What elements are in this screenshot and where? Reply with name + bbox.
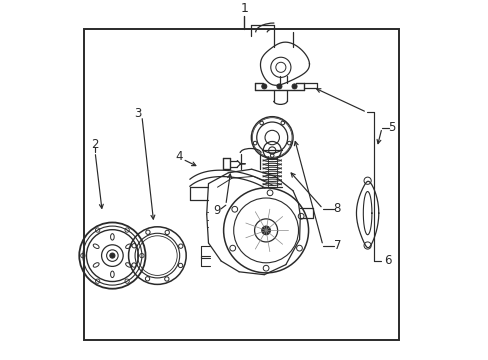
Circle shape — [261, 84, 266, 89]
Bar — [84, 29, 399, 340]
Circle shape — [261, 226, 270, 235]
Text: 6: 6 — [383, 255, 391, 267]
Text: 1: 1 — [240, 3, 248, 15]
Text: 3: 3 — [134, 107, 142, 120]
Circle shape — [276, 84, 282, 89]
Text: 2: 2 — [91, 138, 99, 150]
Text: 8: 8 — [333, 202, 340, 215]
Circle shape — [291, 84, 296, 89]
Text: 7: 7 — [333, 239, 341, 252]
Text: 9: 9 — [213, 204, 221, 217]
Circle shape — [110, 253, 115, 258]
Text: 5: 5 — [387, 121, 395, 134]
Text: 4: 4 — [175, 150, 183, 163]
